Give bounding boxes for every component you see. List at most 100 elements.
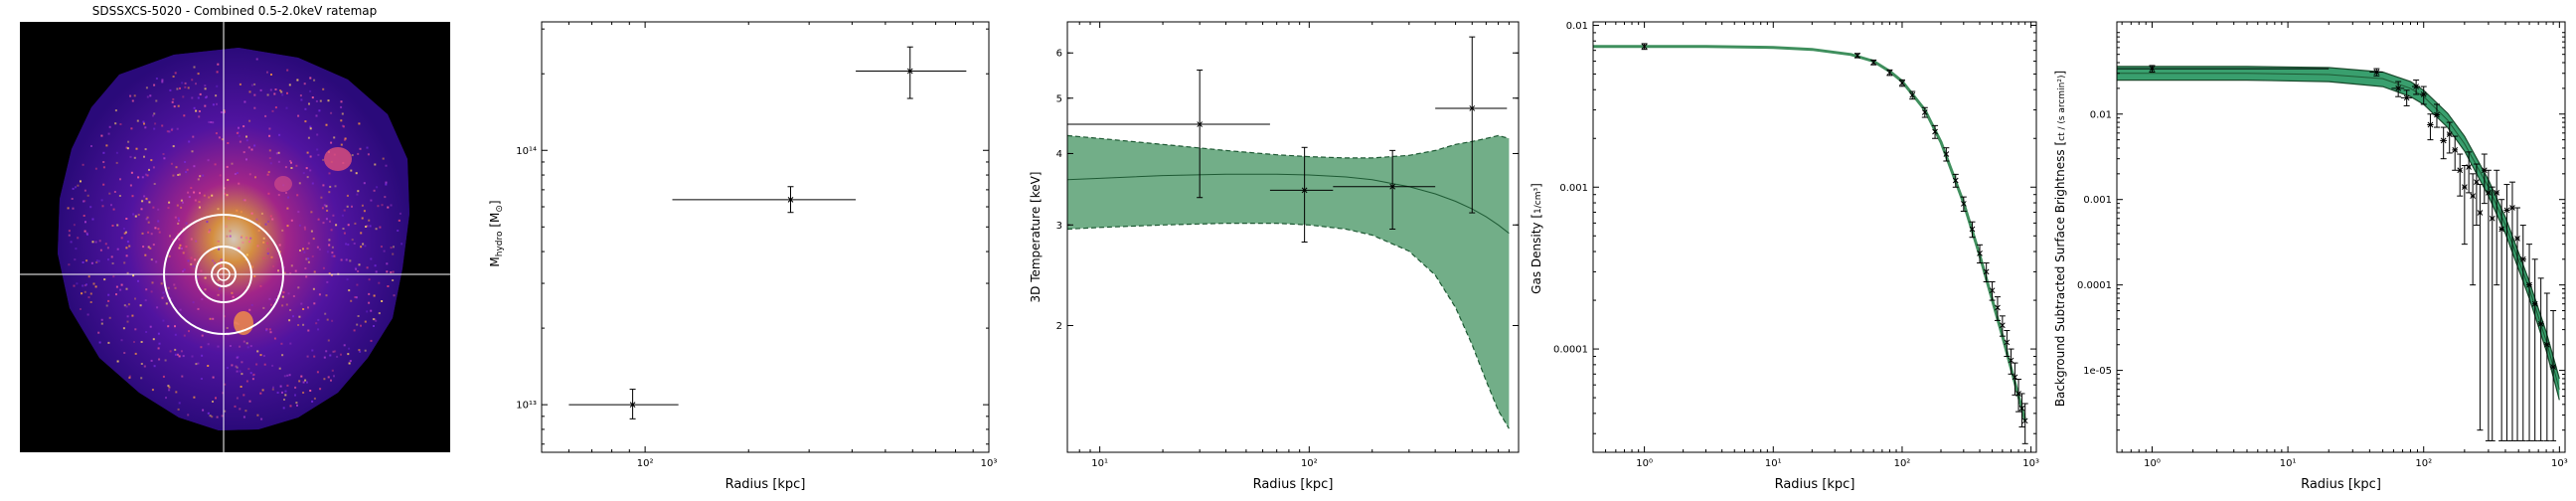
ratemap-pixel [287,196,289,199]
surface-brightness-band-lower-edge [2117,80,2560,401]
ratemap-pixel [307,136,310,139]
ratemap-pixel [111,262,114,264]
ratemap-pixel [144,253,147,256]
mass-profile-axes-frame [541,21,990,453]
ratemap-pixel [165,302,168,305]
ratemap-pixel [298,380,301,383]
ratemap-pixel [226,327,229,329]
ratemap-pixel [336,355,339,358]
ratemap-pixel [114,122,117,125]
mass-profile-x-tick-label: 10³ [981,458,998,469]
ratemap-pixel [162,375,165,378]
ratemap-pixel [147,246,150,249]
gas-density-axes-frame [1592,21,2037,453]
ratemap-pixel [278,244,281,247]
ratemap-pixel [188,330,190,333]
ratemap-pixel [313,397,316,400]
surface-brightness-y-tick-label: 0.001 [2083,195,2112,206]
ratemap-pixel [122,327,125,330]
surface-brightness-xlabel: Radius [kpc] [2301,477,2381,492]
ratemap-pixel [392,270,395,273]
ratemap-pixel [368,301,371,304]
ratemap-pixel [72,207,75,210]
ratemap-pixel [284,390,287,393]
surface-brightness-data-point [2514,207,2521,441]
ratemap-pixel [184,161,187,163]
gas-density-marker [1886,70,1893,76]
surface-brightness-data-point [2498,199,2505,441]
ratemap-pixel [302,392,305,394]
ratemap-pixel [158,358,161,361]
ratemap-pixel [190,256,193,259]
ratemap-pixel [184,85,187,88]
ratemap-pixel [242,394,245,397]
ratemap-pixel [224,193,227,195]
ratemap-pixel [161,81,164,84]
mass-profile-data-point [568,389,679,419]
ratemap-pixel [219,260,222,263]
ratemap-pixel [192,135,195,138]
ratemap-pixel [302,323,305,326]
ratemap-pixel [304,107,307,110]
ratemap-pixel [153,183,156,185]
ratemap-pixel [185,171,188,174]
ratemap-pixel [160,282,163,285]
surface-brightness-marker [2149,66,2156,72]
ratemap-pixel [354,266,357,269]
ratemap-pixel [143,155,145,158]
ratemap-pixel [220,264,223,267]
gas-density-model-line [1593,45,2027,421]
ratemap-pixel [231,162,234,165]
ratemap-pixel [81,284,84,287]
ratemap-pixel [328,239,331,242]
ratemap-pixel [136,119,139,122]
ratemap-pixel [261,389,264,392]
ratemap-pixel [248,173,251,176]
ratemap-pixel [351,205,353,208]
ratemap-pixel [162,319,165,322]
ratemap-pixel [193,165,196,168]
ratemap-pixel [167,385,170,388]
ratemap-pixel [260,418,263,420]
ratemap-pixel [125,218,128,220]
gas-density-marker [1983,268,1990,275]
surface-brightness-marker [2474,179,2480,186]
ratemap-pixel [351,154,354,157]
ratemap-pixel [115,151,118,154]
ratemap-pixel [226,367,229,369]
ratemap-pixel [161,79,164,82]
ratemap-pixel [350,299,353,302]
ratemap-pixel [73,224,76,227]
temperature-profile-marker [1469,105,1476,111]
mass-profile-panel: Mhydro [M⊙] 10² 10³ 10¹³ 10¹⁴ Radius [kpc] [488,21,998,492]
ratemap-pixel [247,146,250,149]
surface-brightness-data-point [2508,181,2515,441]
ratemap-pixel [152,244,155,247]
ratemap-pixel [340,105,343,108]
ratemap-pixel [92,282,95,285]
surface-brightness-data-point [2433,103,2441,128]
ratemap-pixel [181,82,184,84]
ratemap-pixel [354,296,357,298]
temperature-profile-x-tick-label: 10¹ [1091,458,1108,469]
surface-brightness-marker [2519,255,2526,262]
surface-brightness-x-tick-label: 10¹ [2280,458,2297,469]
gas-density-marker [1870,59,1877,66]
ratemap-pixel [305,257,308,260]
ratemap-pixel [303,226,306,229]
ratemap-pixel [227,179,230,181]
ratemap-pixel [215,132,218,135]
ratemap-pixel [166,130,169,133]
ratemap-pixel [250,303,253,306]
ratemap-pixel [328,191,331,194]
ratemap-pixel [241,361,243,364]
ratemap-pixel [281,391,283,394]
ratemap-pixel [325,218,328,221]
ratemap-pixel [86,194,89,197]
ratemap-pixel [370,339,373,342]
ratemap-pixel [237,247,240,250]
ratemap-pixel [177,217,180,220]
ratemap-pixel [212,103,215,106]
ratemap-pixel [120,283,123,286]
ratemap-pixel [224,383,227,386]
